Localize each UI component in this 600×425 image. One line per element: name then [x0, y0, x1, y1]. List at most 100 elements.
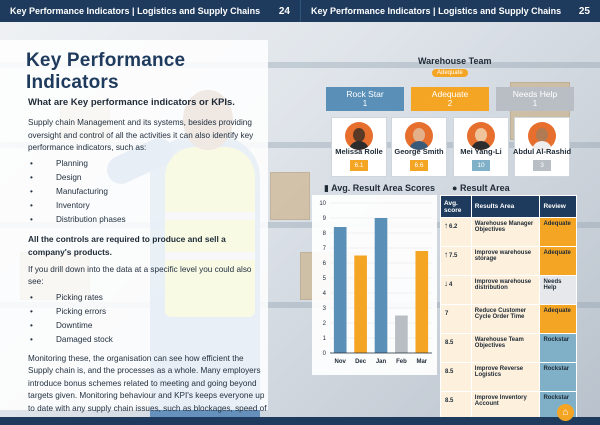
avatar	[467, 122, 495, 150]
y-tick-label: 0	[323, 351, 327, 357]
area-cell: Improve warehouse distribution	[470, 275, 541, 305]
left-text-panel: Key Performance Indicators What are Key …	[0, 40, 268, 425]
table-row: ↑7.5 Improve warehouse storage Adequate	[440, 246, 577, 276]
person-name: Abdul Al-Rashid	[512, 147, 572, 156]
table-header: Review	[539, 195, 577, 218]
closing-paragraph: Monitoring these, the organisation can s…	[28, 353, 267, 425]
rating-rock-star: Rock Star 1	[326, 87, 404, 111]
area-cell: Improve Inventory Account	[470, 391, 541, 421]
person-score: 6.6	[410, 160, 428, 171]
list-item: • Damaged stock	[30, 334, 113, 344]
list-item: • Design	[30, 172, 82, 182]
area-cell: Reduce Customer Cycle Order Time	[470, 304, 541, 334]
page-title: Key Performance Indicators	[26, 50, 186, 93]
y-tick-label: 8	[323, 231, 327, 237]
avatar	[528, 122, 556, 150]
y-tick-label: 6	[323, 261, 327, 267]
chart-title: ▮ Avg. Result Area Scores	[324, 183, 435, 193]
table-row: 7 Reduce Customer Cycle Order Time Adequat…	[440, 304, 577, 334]
person-name: Melissa Rolle	[335, 147, 383, 156]
score-cell: 7	[440, 304, 472, 334]
x-tick-label: Mar	[416, 359, 427, 365]
drill-list: • Picking rates • Picking errors • Downtime…	[30, 291, 268, 347]
result-area-table: Avg. score Results Area Review ↑6.2 Wareh…	[440, 195, 577, 421]
arrow-up-icon: ↑	[444, 250, 448, 259]
table-row: 8.5 Warehouse Team Objectives Rockstar	[440, 333, 577, 363]
rating-adequate: Adequate 2	[411, 87, 489, 111]
y-tick-label: 5	[323, 276, 327, 282]
review-cell: Rockstar	[539, 362, 577, 392]
bar-feb	[395, 315, 408, 353]
person-score: 10	[472, 160, 490, 171]
person-score: 6.1	[350, 160, 368, 171]
list-item: • Inventory	[30, 200, 90, 210]
list-item: • Manufacturing	[30, 186, 108, 196]
section-subtitle: What are Key performance indicators or K…	[28, 97, 235, 108]
score-cell: 8.5	[440, 391, 472, 421]
avg-score-bar-chart: 0 1 2 3 4 5 6 7 8 9 10 Nov Dec Jan Feb Mar	[312, 195, 437, 375]
person-name: Mei Yang-Li	[460, 147, 502, 156]
bar-jan	[374, 218, 388, 353]
score-cell: ↑6.2	[440, 217, 472, 247]
arrow-down-icon: ↓	[444, 279, 448, 288]
area-cell: Warehouse Manager Objectives	[470, 217, 541, 247]
review-cell: Adequate	[539, 304, 577, 334]
header-right: Key Performance Indicators | Logistics a…	[300, 0, 600, 22]
avatar	[345, 122, 373, 150]
x-tick-label: Nov	[335, 359, 347, 365]
y-tick-label: 9	[323, 216, 327, 222]
intro-paragraph: Supply chain Management and its systems,…	[28, 118, 254, 152]
table-header: Avg. score	[440, 195, 472, 218]
x-tick-label: Dec	[355, 359, 367, 365]
header-title-right: Key Performance Indicators | Logistics a…	[311, 6, 562, 16]
bar-dec	[354, 255, 367, 353]
y-tick-label: 3	[323, 306, 327, 312]
page-number-left: 24	[278, 5, 290, 17]
y-tick-label: 7	[323, 246, 327, 252]
table-row: ↓4 Improve warehouse distribution Needs He…	[440, 275, 577, 305]
list-item: • Planning	[30, 158, 88, 168]
header-title-left: Key Performance Indicators | Logistics a…	[10, 6, 261, 16]
team-badge: Adequate	[432, 69, 468, 77]
kpi-list: • Planning • Design • Manufacturing • Invent…	[30, 157, 268, 227]
result-area-icon: ●	[452, 183, 458, 193]
list-item: • Picking rates	[30, 292, 103, 302]
bar-mar	[415, 251, 429, 353]
header-left: Key Performance Indicators | Logistics a…	[0, 0, 300, 22]
list-item: • Downtime	[30, 320, 93, 330]
drill-intro-paragraph: If you drill down into the data at a spe…	[28, 264, 252, 287]
footer-strip	[0, 417, 600, 425]
score-cell: 8.5	[440, 362, 472, 392]
page-number-right: 25	[578, 5, 590, 17]
bar-nov	[333, 227, 347, 353]
arrow-up-icon: ↑	[444, 221, 448, 230]
y-tick-label: 10	[319, 201, 326, 207]
table-header: Results Area	[470, 195, 541, 218]
review-cell: Adequate	[539, 217, 577, 247]
score-cell: 8.5	[440, 333, 472, 363]
y-tick-label: 1	[323, 336, 327, 342]
result-area-title: ● Result Area	[452, 183, 510, 193]
avatar	[405, 122, 433, 150]
table-row: 8.5 Improve Reverse Logistics Rockstar	[440, 362, 577, 392]
list-item: • Distribution phases	[30, 214, 126, 224]
person-name: George Smith	[394, 147, 444, 156]
score-cell: ↑7.5	[440, 246, 472, 276]
person-score: 3	[533, 160, 551, 171]
rating-needs-help: Needs Help 1	[496, 87, 574, 111]
area-cell: Improve warehouse storage	[470, 246, 541, 276]
score-cell: ↓4	[440, 275, 472, 305]
home-button[interactable]: ⌂	[557, 404, 574, 421]
area-cell: Improve Reverse Logistics	[470, 362, 541, 392]
team-title: Warehouse Team	[418, 56, 492, 66]
table-row: ↑6.2 Warehouse Manager Objectives Adequate	[440, 217, 577, 247]
y-tick-label: 4	[323, 291, 327, 297]
review-cell: Rockstar	[539, 333, 577, 363]
person-card-melissa[interactable]	[331, 117, 387, 177]
home-icon: ⌂	[562, 407, 569, 418]
area-cell: Warehouse Team Objectives	[470, 333, 541, 363]
x-tick-label: Jan	[376, 359, 387, 365]
list-item: • Picking errors	[30, 306, 107, 316]
x-tick-label: Feb	[396, 359, 407, 365]
review-cell: Adequate	[539, 246, 577, 276]
